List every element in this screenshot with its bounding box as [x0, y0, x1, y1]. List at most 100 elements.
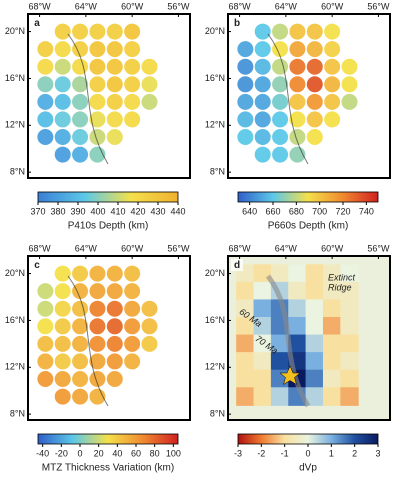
- station-dot: [54, 283, 71, 300]
- map-layer: [237, 23, 358, 165]
- station-dot: [89, 300, 106, 317]
- station-dot: [306, 111, 323, 128]
- station-dot: [324, 93, 341, 110]
- y-tick-label: 16°N: [5, 73, 25, 83]
- panel-label-box: [31, 259, 43, 271]
- station-dot: [37, 371, 54, 387]
- velocity-cell: [340, 281, 359, 301]
- map-layer: [37, 23, 158, 165]
- map-frame: [227, 13, 391, 179]
- station-dot: [124, 300, 141, 317]
- annotation: Ridge: [328, 282, 352, 292]
- station-dot: [289, 129, 306, 145]
- station-dot: [72, 388, 89, 405]
- velocity-cell: [288, 264, 307, 283]
- station-dot: [124, 283, 141, 300]
- colorbar-tick-label: 400: [90, 206, 105, 216]
- station-dot: [37, 58, 54, 75]
- station-dot: [89, 58, 106, 75]
- station-dot: [106, 353, 123, 370]
- velocity-cell: [305, 317, 324, 336]
- velocity-cell: [236, 317, 255, 336]
- velocity-cell: [270, 264, 290, 283]
- station-dot: [306, 129, 323, 145]
- station-dot: [72, 93, 89, 110]
- colorbar-tick-label: -2: [257, 448, 265, 458]
- station-dot: [341, 93, 358, 110]
- station-dot: [72, 41, 89, 58]
- station-dot: [272, 76, 289, 93]
- velocity-cell: [236, 352, 255, 371]
- colorbar-tick-label: 680: [289, 206, 304, 216]
- station-dot: [37, 93, 54, 110]
- velocity-cell: [305, 334, 324, 354]
- colorbar-tick-label: 80: [150, 448, 160, 458]
- y-tick-label: 8°N: [210, 409, 225, 419]
- x-tick-label: 60°W: [321, 1, 344, 11]
- station-dot: [72, 318, 89, 335]
- station-dot: [54, 111, 71, 128]
- station-dot: [72, 335, 89, 352]
- y-tick-label: 20°N: [205, 268, 225, 278]
- station-dot: [306, 76, 323, 93]
- station-dot: [141, 335, 158, 352]
- y-tick-label: 20°N: [5, 26, 25, 36]
- velocity-cell: [253, 334, 272, 354]
- colorbar-tick-label: -1: [281, 448, 289, 458]
- colorbar-tick-label: 420: [130, 206, 145, 216]
- station-dot: [272, 41, 289, 58]
- station-dot: [124, 335, 141, 352]
- station-dot: [106, 23, 123, 40]
- station-dot: [306, 93, 323, 110]
- colorbar-tick-label: 2: [352, 448, 357, 458]
- station-dot: [254, 58, 271, 75]
- station-dot: [237, 93, 254, 110]
- station-dot: [37, 283, 54, 300]
- velocity-cell: [322, 299, 342, 318]
- y-tick-label: 12°N: [205, 120, 225, 130]
- station-dot: [324, 111, 341, 128]
- station-dot: [272, 23, 289, 40]
- panel-label-box: [31, 17, 43, 29]
- station-dot: [89, 93, 106, 110]
- station-dot: [324, 23, 341, 40]
- velocity-cell: [288, 317, 307, 336]
- colorbar-tick-label: 740: [359, 206, 374, 216]
- station-dot: [272, 129, 289, 145]
- station-dot: [124, 318, 141, 335]
- colorbar-label: P410s Depth (km): [68, 221, 149, 232]
- colorbar-tick-label: 0: [305, 448, 310, 458]
- station-dot: [72, 265, 89, 282]
- map-background: [28, 14, 190, 178]
- station-dot: [141, 300, 158, 317]
- station-dot: [89, 335, 106, 352]
- velocity-cell: [322, 317, 342, 336]
- station-dot: [272, 58, 289, 75]
- velocity-cell: [253, 317, 272, 336]
- velocity-cell: [340, 387, 359, 406]
- annotation: Extinct: [328, 272, 356, 282]
- station-dot: [254, 146, 271, 163]
- y-tick-label: 8°N: [210, 167, 225, 177]
- velocity-cell: [305, 387, 324, 406]
- station-dot: [272, 111, 289, 128]
- station-dot: [124, 76, 141, 93]
- velocity-cell: [305, 352, 324, 371]
- colorbar: [237, 433, 379, 445]
- colorbar-tick-label: 640: [242, 206, 257, 216]
- station-dot: [106, 111, 123, 128]
- station-dot: [37, 300, 54, 317]
- station-dot: [106, 318, 123, 335]
- station-dot: [254, 111, 271, 128]
- velocity-cell: [322, 281, 342, 301]
- station-dot: [289, 76, 306, 93]
- velocity-cell: [322, 334, 342, 354]
- y-tick-label: 12°N: [5, 362, 25, 372]
- station-dot: [106, 76, 123, 93]
- colorbar-tick-label: 1: [329, 448, 334, 458]
- station-dot: [72, 129, 89, 145]
- station-dot: [106, 58, 123, 75]
- station-dot: [54, 335, 71, 352]
- station-dot: [54, 93, 71, 110]
- velocity-cell: [253, 299, 272, 318]
